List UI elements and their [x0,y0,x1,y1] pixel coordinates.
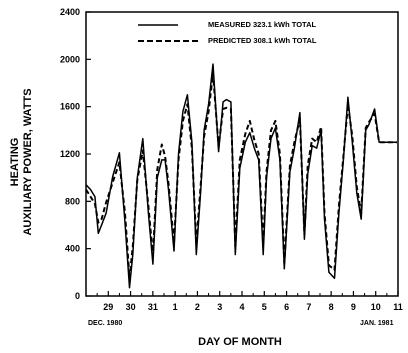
series-line-measured [85,63,397,289]
x-tick-label: 2 [195,302,200,312]
x-tick-label: 3 [217,302,222,312]
x-tick-label: 8 [329,302,334,312]
y-axis-title: HEATING AUXILIARY POWER, WATTS [9,88,34,235]
y-tick-label: 400 [65,244,80,254]
x-tick-label: 6 [284,302,289,312]
x-axis-title: DAY OF MONTH [198,336,282,348]
legend-label-measured: MEASURED 323.1 kWh TOTAL [208,20,316,29]
x-tick-label: 31 [148,302,158,312]
y-axis: 0 400 800 1200 1600 2000 2400 [60,7,91,301]
x-tick-label: 11 [393,302,403,312]
x-axis: 29 30 31 1 2 3 4 5 6 7 8 9 10 11 [96,291,403,312]
x-tick-label: 7 [306,302,311,312]
month-note-start: DEC. 1980 [88,320,122,327]
y-tick-label: 2000 [60,54,80,64]
legend-label-predicted: PREDICTED 308.1 kWh TOTAL [208,36,317,45]
x-tick-label: 29 [103,302,113,312]
y-tick-label: 800 [65,196,80,206]
x-tick-label: 30 [126,302,136,312]
y-tick-label: 1600 [60,102,80,112]
y-tick-label: 2400 [60,7,80,17]
legend: MEASURED 323.1 kWh TOTAL PREDICTED 308.1… [138,20,317,45]
y-axis-title-line-1: HEATING [9,138,21,187]
series-group [85,63,397,289]
x-tick-label: 9 [351,302,356,312]
series-line-predicted [85,72,397,280]
y-tick-label: 0 [75,291,80,301]
y-axis-title-line-2: AUXILIARY POWER, WATTS [22,88,34,235]
x-tick-label: 1 [173,302,178,312]
month-note-end: JAN. 1981 [360,320,394,327]
y-tick-label: 1200 [60,149,80,159]
x-tick-label: 4 [239,302,244,312]
x-tick-label: 10 [371,302,381,312]
x-tick-label: 5 [262,302,267,312]
